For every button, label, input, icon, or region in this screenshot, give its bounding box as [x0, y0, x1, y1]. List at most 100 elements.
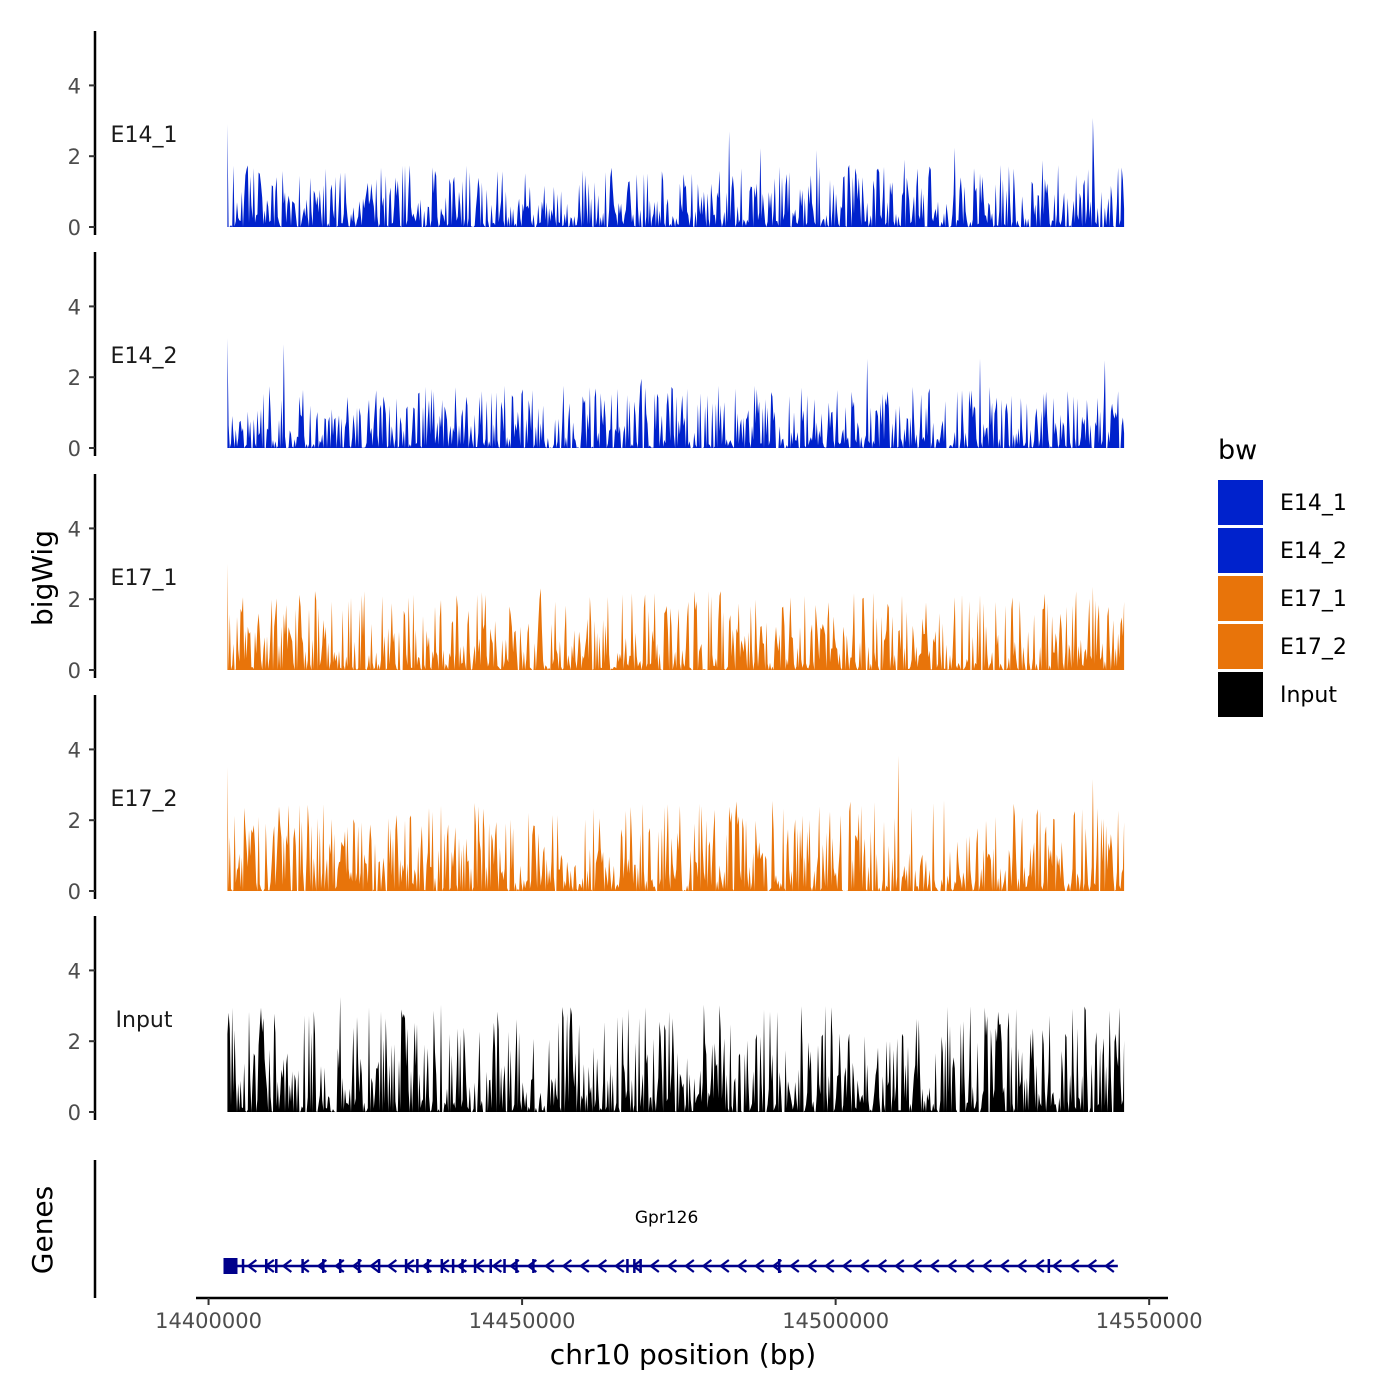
exon	[461, 1259, 464, 1273]
exon	[639, 1259, 642, 1273]
strand-arrow	[911, 1259, 923, 1273]
signal-area-E17_2	[227, 755, 1125, 891]
exon	[275, 1259, 278, 1273]
y-tick-label: 0	[68, 880, 81, 904]
legend-item-E14_1: E14_1	[1218, 480, 1347, 525]
exon	[515, 1259, 518, 1273]
strand-arrow	[1034, 1259, 1045, 1273]
strand-arrow	[684, 1259, 695, 1273]
exon	[532, 1259, 535, 1273]
signal-area-E17_1	[227, 563, 1125, 670]
strand-arrow	[561, 1259, 573, 1273]
strand-arrow	[719, 1259, 730, 1273]
exon	[440, 1259, 444, 1273]
y-tick-label: 4	[68, 74, 81, 98]
legend-title: bw	[1218, 435, 1257, 466]
strand-arrow	[946, 1259, 958, 1273]
x-tick-label: 14450000	[469, 1309, 576, 1333]
legend-label: E14_2	[1280, 539, 1347, 564]
y-axis-title: bigWig	[26, 530, 59, 626]
strand-arrow	[386, 1259, 398, 1273]
legend-item-E17_1: E17_1	[1218, 576, 1347, 621]
y-tick-label: 0	[68, 216, 81, 240]
strand-arrow	[246, 1259, 258, 1273]
y-tick-label: 0	[68, 1101, 81, 1125]
legend-swatch	[1218, 672, 1263, 717]
strand-arrow	[701, 1259, 713, 1273]
legend-label: E14_1	[1280, 491, 1347, 516]
signal-tracks: 0 2 4 E14_1 0 2 4 E14_2 0 2 4 E17_1 0 2 4 E17_2 0 2 4 Input	[68, 31, 1125, 1125]
strand-arrow	[981, 1259, 993, 1273]
track-label: E17_2	[111, 787, 178, 812]
exon	[426, 1259, 430, 1273]
strand-arrow	[859, 1259, 870, 1273]
gene-Gpr126: Gpr126	[223, 1208, 1118, 1274]
track-label: E17_1	[111, 566, 178, 591]
strand-arrow	[491, 1259, 503, 1273]
track-panel-E14_2: 0 2 4 E14_2	[68, 252, 1125, 461]
exon	[322, 1259, 325, 1273]
strand-arrow	[649, 1259, 660, 1273]
strand-arrow	[1069, 1259, 1080, 1273]
y-tick-label: 2	[68, 809, 81, 833]
legend-swatch	[1218, 480, 1263, 525]
strand-arrow	[281, 1259, 293, 1273]
strand-arrow	[544, 1259, 555, 1273]
legend-item-Input: Input	[1218, 672, 1337, 717]
track-panel-Input: 0 2 4 Input	[68, 916, 1125, 1125]
exon	[377, 1259, 381, 1273]
strand-arrow	[299, 1259, 310, 1273]
x-tick-label: 14500000	[782, 1309, 889, 1333]
strand-arrow	[876, 1259, 888, 1273]
track-label: E14_1	[111, 123, 178, 148]
x-axis-title: chr10 position (bp)	[550, 1338, 816, 1371]
exon	[264, 1259, 268, 1273]
exon	[404, 1259, 408, 1273]
exon	[451, 1259, 455, 1273]
track-label: E14_2	[111, 344, 178, 369]
signal-area-E14_1	[227, 118, 1125, 227]
y-tick-label: 2	[68, 145, 81, 169]
x-tick-label: 14400000	[155, 1309, 262, 1333]
y-tick-label: 2	[68, 1030, 81, 1054]
exon	[338, 1259, 342, 1273]
strand-arrow	[789, 1259, 800, 1273]
legend-swatch	[1218, 624, 1263, 669]
signal-area-E14_2	[227, 338, 1125, 448]
strand-arrow	[614, 1259, 625, 1273]
y-tick-label: 2	[68, 588, 81, 612]
strand-arrow	[964, 1259, 975, 1273]
exon	[633, 1259, 636, 1273]
legend-swatch	[1218, 528, 1263, 573]
y-tick-label: 4	[68, 959, 81, 983]
strand-arrow	[754, 1259, 765, 1273]
y-tick-label: 4	[68, 738, 81, 762]
y-tick-label: 0	[68, 437, 81, 461]
legend-label: Input	[1280, 683, 1337, 708]
track-panel-E17_1: 0 2 4 E17_1	[68, 474, 1125, 683]
y-tick-label: 2	[68, 366, 81, 390]
track-panel-E17_2: 0 2 4 E17_2	[68, 695, 1125, 904]
strand-arrow	[596, 1259, 608, 1273]
genes-axis-title: Genes	[26, 1186, 59, 1274]
genes-track: Gpr126	[93, 1160, 1118, 1298]
legend-item-E17_2: E17_2	[1218, 624, 1347, 669]
exon	[503, 1259, 506, 1273]
y-tick-label: 4	[68, 295, 81, 319]
strand-arrow	[1086, 1259, 1098, 1273]
strand-arrow	[999, 1259, 1010, 1273]
legend-label: E17_2	[1280, 635, 1347, 660]
legend: bw E14_1 E14_2 E17_1 E17_2 Input	[1218, 435, 1347, 717]
exon	[473, 1259, 477, 1273]
strand-arrow	[369, 1259, 380, 1273]
exon	[626, 1259, 629, 1273]
exon	[777, 1259, 781, 1273]
strand-arrow	[736, 1259, 748, 1273]
exon	[489, 1259, 492, 1273]
strand-arrow	[806, 1259, 818, 1273]
exon	[301, 1259, 304, 1273]
strand-arrow	[1051, 1259, 1063, 1273]
strand-arrow	[1104, 1259, 1115, 1273]
exon	[1047, 1259, 1051, 1273]
